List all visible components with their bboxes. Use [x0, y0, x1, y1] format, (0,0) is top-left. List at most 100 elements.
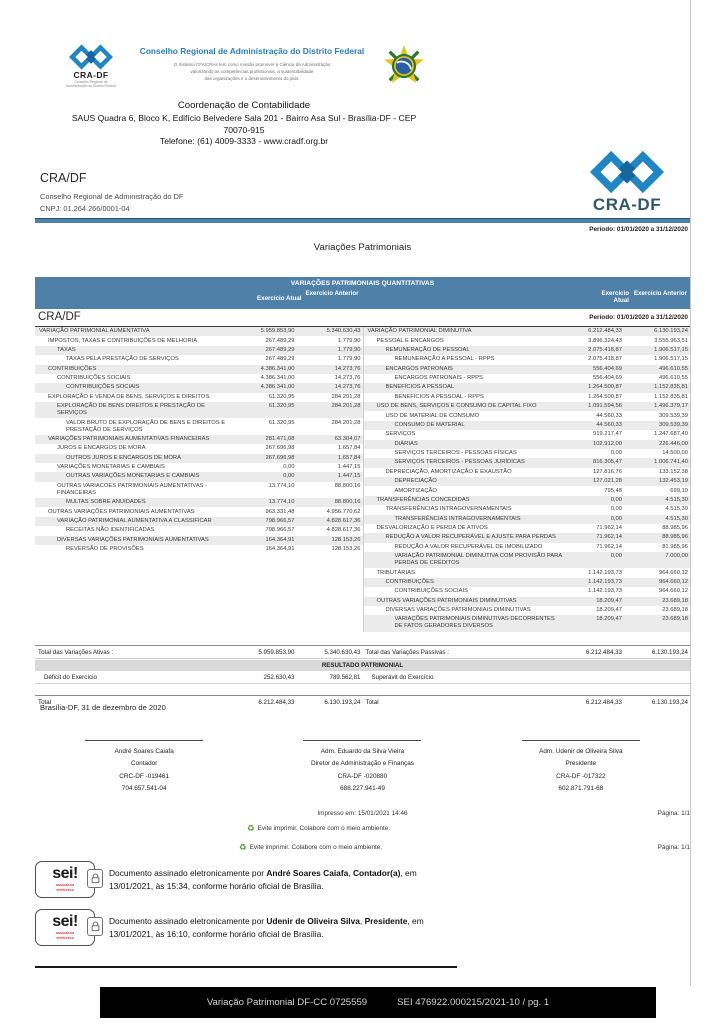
- table-row: TRIBUTÁRIAS 1.142.193,73 964.660,12: [364, 568, 691, 577]
- row-value-atual: 0,00: [610, 450, 622, 457]
- row-value-atual: 281.471,08: [265, 435, 295, 442]
- stamp-signer: Udenir de Oliveira Silva: [266, 915, 360, 926]
- row-value-anterior: 1.779,90: [337, 346, 361, 353]
- total-left-atual: 6.212.484,33: [258, 699, 295, 706]
- sei-caption-line: assinatura: [55, 930, 75, 935]
- deficit-label: Déficit do Exercício: [44, 673, 97, 681]
- aumentativa-rows: VARIAÇÃO PATRIMONIAL AUMENTATIVA 5.959.85…: [35, 327, 363, 554]
- entity-full-name: Conselho Regional de Administração do DF: [40, 192, 184, 201]
- total-passivas-label: Total das Variações Passivas :: [365, 648, 449, 656]
- signature-stamp: sei! assinatura eletrônica Documento assina…: [35, 861, 457, 898]
- row-value-anterior: 1.779,90: [337, 356, 361, 363]
- deficit-atual: 252.630,43: [263, 673, 295, 681]
- row-value-atual: 0,00: [283, 473, 295, 480]
- table-row: USO DE BENS, SERVIÇOS E CONSUMO DE CAPIT…: [363, 402, 690, 412]
- table-row: VARIAÇÕES MONETARIAS E CAMBIAIS 0,00 1.447…: [35, 463, 363, 472]
- row-label: REDUÇÃO A VALOR RECUPERÁVEL DE IMOBILIZA…: [394, 543, 543, 550]
- stamp-signer: André Soares Caiafa: [266, 867, 349, 878]
- row-value-atual: 1.142.193,73: [588, 569, 622, 576]
- row-label: REDUÇÃO A VALOR RECUPERÁVEL E AJUSTE PAR…: [385, 534, 556, 541]
- sei-caption-line: eletrônica: [56, 934, 74, 940]
- row-value-anterior: 1.006.741,40: [654, 459, 688, 466]
- row-value-anterior: 496.610,55: [658, 365, 688, 372]
- table-row: VALOR BRUTO DE EXPLORAÇÃO DE BENS E DIRE…: [35, 418, 363, 434]
- table-body: VARIAÇÃO PATRIMONIAL AUMENTATIVA 5.959.85…: [35, 327, 690, 632]
- row-value-atual: 164.364,91: [265, 546, 295, 553]
- row-value-anterior: 1.906.517,15: [654, 356, 688, 363]
- column-headers-left: Exercício Atual Exercício Anterior: [35, 288, 363, 309]
- row-value-atual: 13.774,10: [268, 482, 295, 489]
- row-value-anterior: 1.906.517,15: [654, 346, 688, 353]
- table-row: SERVIÇOS 919.217,47 1.247.687,40: [364, 430, 691, 439]
- row-label: BENEFÍCIOS A PESSOAL: [385, 384, 455, 391]
- col-header-exercicio-anterior: Exercício Anterior: [633, 290, 687, 297]
- table-row: DESVALORIZAÇÃO E PERDA DE ATIVOS 71.962,1…: [364, 524, 691, 533]
- sei-wordmark: sei!: [52, 865, 78, 882]
- table-row: ENCARGOS PATRONAIS - RPPS 556.404,69 496.6…: [364, 374, 691, 383]
- table-row: JUROS E ENCARGOS DE MORA 267.696,98 1.657,…: [35, 444, 363, 453]
- org-address: SAUS Quadra 6, Bloco K, Edifício Belvede…: [26, 113, 462, 148]
- row-label: DEPRECIAÇÃO, AMORTIZAÇÃO E EXAUSTÃO: [385, 468, 512, 475]
- signature-block: André Soares Caiafa Contador CRC-DF -01946…: [35, 740, 253, 796]
- row-value-anterior: 1.247.687,40: [654, 431, 688, 438]
- table-row: REDUÇÃO A VALOR RECUPERÁVEL E AJUSTE PAR…: [363, 533, 690, 543]
- table-row: VARIAÇÃO PATRIMONIAL DIMINUTIVA COM PROV…: [363, 552, 690, 569]
- row-label: OUTRAS VARIACOES PATRIMONIAIS AUMENTATIV…: [57, 482, 208, 496]
- row-value-atual: 0,00: [610, 496, 622, 503]
- org-contact-block: Coordenação de Contabilidade SAUS Quadra…: [26, 100, 462, 148]
- row-value-anterior: 309.539,39: [658, 412, 688, 419]
- row-label: TAXAS PELA PRESTAÇÃO DE SERVIÇOS: [66, 356, 179, 363]
- row-label: TRANSFERÊNCIAS INTRAGOVERNAMENTAIS: [385, 506, 512, 513]
- variacoes-patrimoniais-table: VARIAÇÕES PATRIMONIAIS QUANTITATIVAS Exe…: [35, 277, 690, 632]
- resultado-row: Déficit do Exercício 252.630,43 789.562,…: [35, 671, 690, 684]
- row-value-atual: 963.331,48: [265, 508, 295, 515]
- row-value-atual: 164.364,91: [265, 536, 295, 543]
- total-ativas-anterior: 5.340.630,43: [324, 648, 361, 656]
- row-value-anterior: 4.515,30: [665, 496, 688, 503]
- row-label: DEPRECIAÇÃO: [394, 478, 437, 485]
- recycle-icon: ♻: [247, 823, 255, 833]
- total-passivas: Total das Variações Passivas : 6.212.484…: [363, 649, 691, 656]
- row-value-anterior: 128.153,26: [331, 546, 361, 553]
- page-border: [690, 0, 691, 986]
- signer-role: Diretor de Administração e Finanças: [310, 760, 414, 768]
- table-row: REMUNERAÇÃO A PESSOAL - RPPS 2.075.418,87…: [364, 355, 691, 364]
- printed-at: Impresso em: 15/01/2021 14:46: [317, 810, 408, 817]
- org-title: Conselho Regional de Administração do Di…: [139, 46, 365, 56]
- signer-registry: CRA-DF -020880: [337, 772, 388, 780]
- table-row: DIVERSAS VARIAÇÕES PATRIMONIAIS AUMENTAT…: [35, 535, 363, 545]
- signer-role: Presidente: [565, 760, 597, 768]
- row-label: REMUNERAÇÃO A PESSOAL - RPPS: [394, 356, 495, 363]
- col-header-exercicio-atual: Exercício Atual: [257, 295, 302, 302]
- table-row: SERVIÇOS TERCEIROS - PESSOAS JURÍDICAS 81…: [363, 458, 690, 468]
- row-value-anterior: 1.496.379,17: [654, 403, 688, 410]
- footer-sei-ref: SEI 476922.000215/2021-10 / pg. 1: [397, 997, 550, 1008]
- row-label: OUTRAS VARIAÇÕES PATRIMONIAIS DIMINUTIVA…: [376, 597, 517, 604]
- row-label: PESSOAL E ENCARGOS: [376, 337, 444, 344]
- row-label: CONTRIBUIÇÕES SOCIAIS: [57, 375, 131, 382]
- header-divider: [35, 218, 690, 223]
- page-number: Página: 1/1: [657, 810, 690, 817]
- signer-name: André Soares Caiafa: [114, 748, 174, 755]
- eco-message-row: ♻ Evite imprimir. Colabore com o meio am…: [247, 824, 390, 833]
- row-label: VARIAÇÃO PATRIMONIAL AUMENTATIVA: [39, 328, 150, 335]
- row-label: VARIAÇÃO PATRIMONIAL AUMENTATIVA A CLASS…: [57, 517, 212, 524]
- table-row: OUTRAS VARIAÇÕES MONETARIAS E CAMBIAIS 0,…: [35, 472, 363, 482]
- stamp-role: Presidente: [364, 915, 408, 926]
- signature-stamp: sei! assinatura eletrônica Documento assina…: [35, 909, 457, 946]
- row-value-atual: 2.075.418,87: [588, 346, 622, 353]
- table-subheader: CRA/DF Período: 01/01/2020 a 31/12/2020: [35, 309, 690, 327]
- row-value-anterior: 1.447,15: [337, 464, 361, 471]
- entity-name: CRA/DF: [38, 311, 81, 323]
- row-value-atual: 267.489,29: [265, 337, 295, 344]
- row-value-anterior: 63.304,07: [334, 435, 361, 442]
- row-label: RECEITAS NÃO IDENTIFICADAS: [66, 527, 155, 534]
- table-row: OUTRAS VARIAÇÕES PATRIMONIAIS DIMINUTIVA…: [363, 596, 690, 606]
- row-value-atual: 61.320,95: [268, 393, 295, 400]
- row-label: EXPLORAÇÃO E VENDA DE BENS, SERVIÇOS E D…: [48, 393, 210, 400]
- row-value-atual: 816.305,47: [592, 459, 622, 466]
- table-row: TRANSFERÊNCIAS INTRAGOVERNAMENTAIS 0,00 4.…: [364, 505, 691, 514]
- row-value-atual: 18.209,47: [596, 607, 622, 614]
- row-label: AMORTIZAÇÃO: [394, 487, 437, 494]
- row-value-anterior: 1.657,84: [337, 445, 361, 452]
